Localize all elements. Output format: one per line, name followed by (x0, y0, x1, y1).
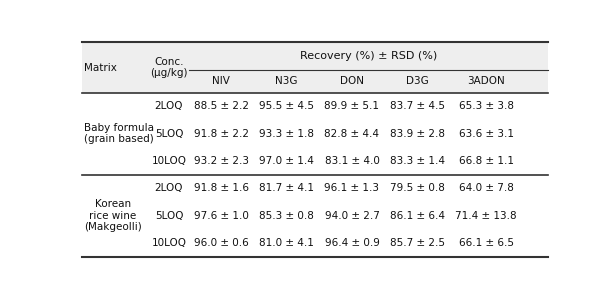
Text: 93.2 ± 2.3: 93.2 ± 2.3 (194, 156, 249, 166)
Text: 83.3 ± 1.4: 83.3 ± 1.4 (390, 156, 445, 166)
Text: 81.0 ± 4.1: 81.0 ± 4.1 (259, 238, 314, 248)
Text: 79.5 ± 0.8: 79.5 ± 0.8 (390, 183, 445, 193)
Text: 71.4 ± 13.8: 71.4 ± 13.8 (455, 211, 517, 221)
Text: 81.7 ± 4.1: 81.7 ± 4.1 (259, 183, 314, 193)
Text: 95.5 ± 4.5: 95.5 ± 4.5 (259, 101, 314, 111)
Text: Recovery (%) ± RSD (%): Recovery (%) ± RSD (%) (300, 51, 437, 61)
Text: 96.0 ± 0.6: 96.0 ± 0.6 (194, 238, 249, 248)
Text: 88.5 ± 2.2: 88.5 ± 2.2 (194, 101, 249, 111)
Text: 85.7 ± 2.5: 85.7 ± 2.5 (390, 238, 445, 248)
Text: 83.9 ± 2.8: 83.9 ± 2.8 (390, 129, 445, 139)
Text: 96.4 ± 0.9: 96.4 ± 0.9 (325, 238, 379, 248)
Text: 10LOQ: 10LOQ (152, 156, 187, 166)
Text: 2LOQ: 2LOQ (155, 101, 183, 111)
Text: 10LOQ: 10LOQ (152, 238, 187, 248)
Bar (82, 42, 548, 93)
Text: 5LOQ: 5LOQ (155, 211, 183, 221)
Text: Baby formula
(grain based): Baby formula (grain based) (84, 123, 154, 144)
Text: 64.0 ± 7.8: 64.0 ± 7.8 (459, 183, 513, 193)
Text: 97.6 ± 1.0: 97.6 ± 1.0 (194, 211, 249, 221)
Text: Korean
rice wine
(Makgeolli): Korean rice wine (Makgeolli) (84, 199, 142, 232)
Text: 97.0 ± 1.4: 97.0 ± 1.4 (259, 156, 314, 166)
Text: 94.0 ± 2.7: 94.0 ± 2.7 (325, 211, 379, 221)
Text: 89.9 ± 5.1: 89.9 ± 5.1 (324, 101, 379, 111)
Text: DON: DON (340, 76, 364, 86)
Text: 82.8 ± 4.4: 82.8 ± 4.4 (324, 129, 379, 139)
Text: 83.7 ± 4.5: 83.7 ± 4.5 (390, 101, 445, 111)
Text: 93.3 ± 1.8: 93.3 ± 1.8 (259, 129, 314, 139)
Text: D3G: D3G (406, 76, 429, 86)
Text: 2LOQ: 2LOQ (155, 183, 183, 193)
Text: N3G: N3G (276, 76, 298, 86)
Text: 91.8 ± 1.6: 91.8 ± 1.6 (194, 183, 249, 193)
Text: 65.3 ± 3.8: 65.3 ± 3.8 (459, 101, 513, 111)
Text: 5LOQ: 5LOQ (155, 129, 183, 139)
Text: 86.1 ± 6.4: 86.1 ± 6.4 (390, 211, 445, 221)
Text: Matrix: Matrix (84, 62, 117, 73)
Text: 91.8 ± 2.2: 91.8 ± 2.2 (194, 129, 249, 139)
Text: NIV: NIV (212, 76, 230, 86)
Text: 85.3 ± 0.8: 85.3 ± 0.8 (259, 211, 314, 221)
Text: 96.1 ± 1.3: 96.1 ± 1.3 (324, 183, 379, 193)
Text: 66.1 ± 6.5: 66.1 ± 6.5 (459, 238, 513, 248)
Text: 83.1 ± 4.0: 83.1 ± 4.0 (325, 156, 379, 166)
Text: 3ADON: 3ADON (467, 76, 505, 86)
Text: 63.6 ± 3.1: 63.6 ± 3.1 (459, 129, 513, 139)
Text: Conc.
(μg/kg): Conc. (μg/kg) (150, 57, 188, 78)
Text: 66.8 ± 1.1: 66.8 ± 1.1 (459, 156, 513, 166)
